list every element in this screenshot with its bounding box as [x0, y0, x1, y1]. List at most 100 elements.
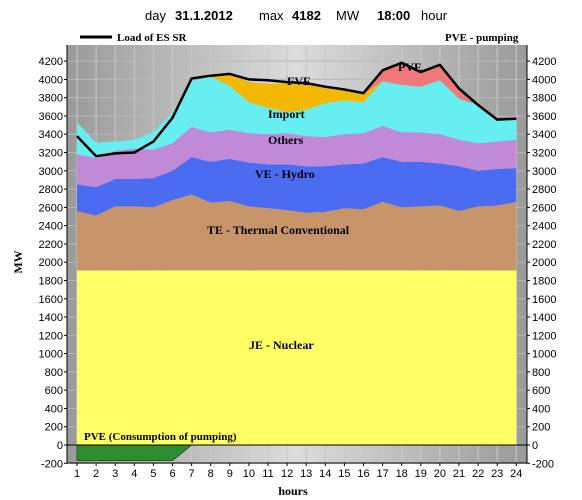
- y-tick-label-left: 3200: [39, 148, 63, 160]
- y-tick-label-right: 4000: [532, 74, 556, 86]
- area-fve: [77, 73, 517, 143]
- y-tick-label-left: 3000: [39, 166, 63, 178]
- y-tick-label-right: 1200: [532, 330, 556, 342]
- x-tick-label: 4: [131, 468, 137, 480]
- y-tick-label-right: 2800: [532, 184, 556, 196]
- x-axis-title: hours: [278, 484, 308, 498]
- y-tick-label-right: 3200: [532, 148, 556, 160]
- y-tick-label-left: 2200: [39, 239, 63, 251]
- header-day-label: day: [145, 8, 166, 23]
- x-tick-label: 12: [281, 468, 293, 480]
- label-import: Import: [268, 107, 305, 121]
- label-others: Others: [268, 133, 304, 147]
- y-tick-label-right: 2200: [532, 239, 556, 251]
- load-line: [76, 61, 517, 158]
- x-tick-label: 5: [150, 468, 156, 480]
- x-tick-label: 8: [208, 468, 214, 480]
- y-tick-label-right: 800: [532, 367, 550, 379]
- y-tick-label-right: 1600: [532, 294, 556, 306]
- y-tick-label-left: 1800: [39, 275, 63, 287]
- x-tick-label: 3: [112, 468, 118, 480]
- y-tick-label-left: 800: [45, 367, 63, 379]
- label-hydro: VE - Hydro: [255, 167, 315, 181]
- x-tick-label: 1: [74, 468, 80, 480]
- x-tick-label: 9: [227, 468, 233, 480]
- x-tick-label: 6: [169, 468, 175, 480]
- x-tick-label: 13: [300, 468, 312, 480]
- y-tick-label-left: 3600: [39, 111, 63, 123]
- y-tick-label-right: 1800: [532, 275, 556, 287]
- y-tick-label-right: 0: [532, 440, 538, 452]
- label-pumping: PVE (Consumption of pumping): [84, 431, 237, 443]
- x-tick-label: 19: [415, 468, 427, 480]
- y-tick-label-left: 400: [45, 403, 63, 415]
- x-axis: 1 2 3 4 5 6 7 8 9 10 11 12 13 14 15 16 17 18 19 20 21 22 23 24: [67, 462, 527, 480]
- header-hour-value: 18:00: [377, 8, 410, 23]
- x-tick-label: 18: [396, 468, 408, 480]
- y-axis-left: -200 0 200 400 600 800 1000 1200 1400 1600 1800 200…: [39, 45, 68, 470]
- y-tick-label-left: 1200: [39, 330, 63, 342]
- x-tick-label: 24: [510, 468, 522, 480]
- y-tick-label-left: 200: [45, 422, 63, 434]
- header-hour-label: hour: [421, 8, 448, 23]
- y-tick-label-right: 3800: [532, 93, 556, 105]
- y-tick-label-left: 600: [45, 385, 63, 397]
- y-tick-label-right: 1000: [532, 349, 556, 361]
- header-max-value: 4182: [292, 8, 321, 23]
- x-tick-label: 14: [319, 468, 331, 480]
- header-day-value: 31.1.2012: [175, 8, 233, 23]
- legend-load-label: Load of ES SR: [117, 32, 187, 44]
- y-tick-label-left: 1600: [39, 294, 63, 306]
- y-axis-title: MW: [11, 250, 25, 273]
- label-fve: FVE: [287, 74, 311, 88]
- x-tick-label: 23: [491, 468, 503, 480]
- x-tick-label: 17: [376, 468, 388, 480]
- y-tick-label-right: 3000: [532, 166, 556, 178]
- x-tick-label: 16: [357, 468, 369, 480]
- y-tick-label-left: 2600: [39, 202, 63, 214]
- y-tick-label-left: 2400: [39, 221, 63, 233]
- y-tick-label-left: 3800: [39, 93, 63, 105]
- y-tick-label-right: -200: [532, 458, 554, 470]
- area-je-nuclear: [77, 270, 517, 445]
- x-tick-label: 20: [434, 468, 446, 480]
- y-tick-label-left: 1400: [39, 312, 63, 324]
- y-tick-label-right: 1400: [532, 312, 556, 324]
- x-tick-label: 10: [243, 468, 255, 480]
- area-te-thermal-conventional: [77, 194, 517, 271]
- y-tick-label-left: 4000: [39, 74, 63, 86]
- stacked-areas: [76, 62, 517, 461]
- x-tick-label: 15: [338, 468, 350, 480]
- y-tick-label-right: 2000: [532, 257, 556, 269]
- y-tick-label-left: 1000: [39, 349, 63, 361]
- y-tick-label-right: 200: [532, 422, 550, 434]
- y-tick-label-left: 2000: [39, 257, 63, 269]
- x-tick-label: 2: [93, 468, 99, 480]
- y-tick-label-left: 3400: [39, 129, 63, 141]
- y-tick-label-right: 400: [532, 403, 550, 415]
- label-thermal: TE - Thermal Conventional: [207, 223, 350, 237]
- label-nuclear: JE - Nuclear: [249, 338, 314, 352]
- y-tick-label-left: 0: [57, 440, 63, 452]
- y-tick-label-left: -200: [41, 458, 63, 470]
- y-tick-label-right: 3400: [532, 129, 556, 141]
- y-tick-label-right: 2400: [532, 221, 556, 233]
- area-ve-hydro: [77, 157, 517, 216]
- header-max-label: max: [259, 8, 284, 23]
- area-others: [77, 126, 517, 188]
- x-tick-label: 7: [189, 468, 195, 480]
- y-axis-right: -200 0 200 400 600 800 1000 1200 1400 1600 1800 200…: [526, 45, 556, 470]
- header-unit-label: MW: [336, 8, 360, 23]
- y-tick-label-right: 600: [532, 385, 550, 397]
- x-tick-label: 11: [262, 468, 273, 480]
- area-import: [77, 76, 517, 158]
- y-tick-label-left: 4200: [39, 56, 63, 68]
- x-tick-label: 21: [453, 468, 465, 480]
- y-tick-label-right: 3600: [532, 111, 556, 123]
- x-tick-label: 22: [472, 468, 484, 480]
- area-pve: [77, 62, 517, 143]
- legend-pumping-label: PVE - pumping: [445, 32, 519, 44]
- label-pve: PVE: [398, 60, 422, 74]
- series-lines: [67, 61, 527, 446]
